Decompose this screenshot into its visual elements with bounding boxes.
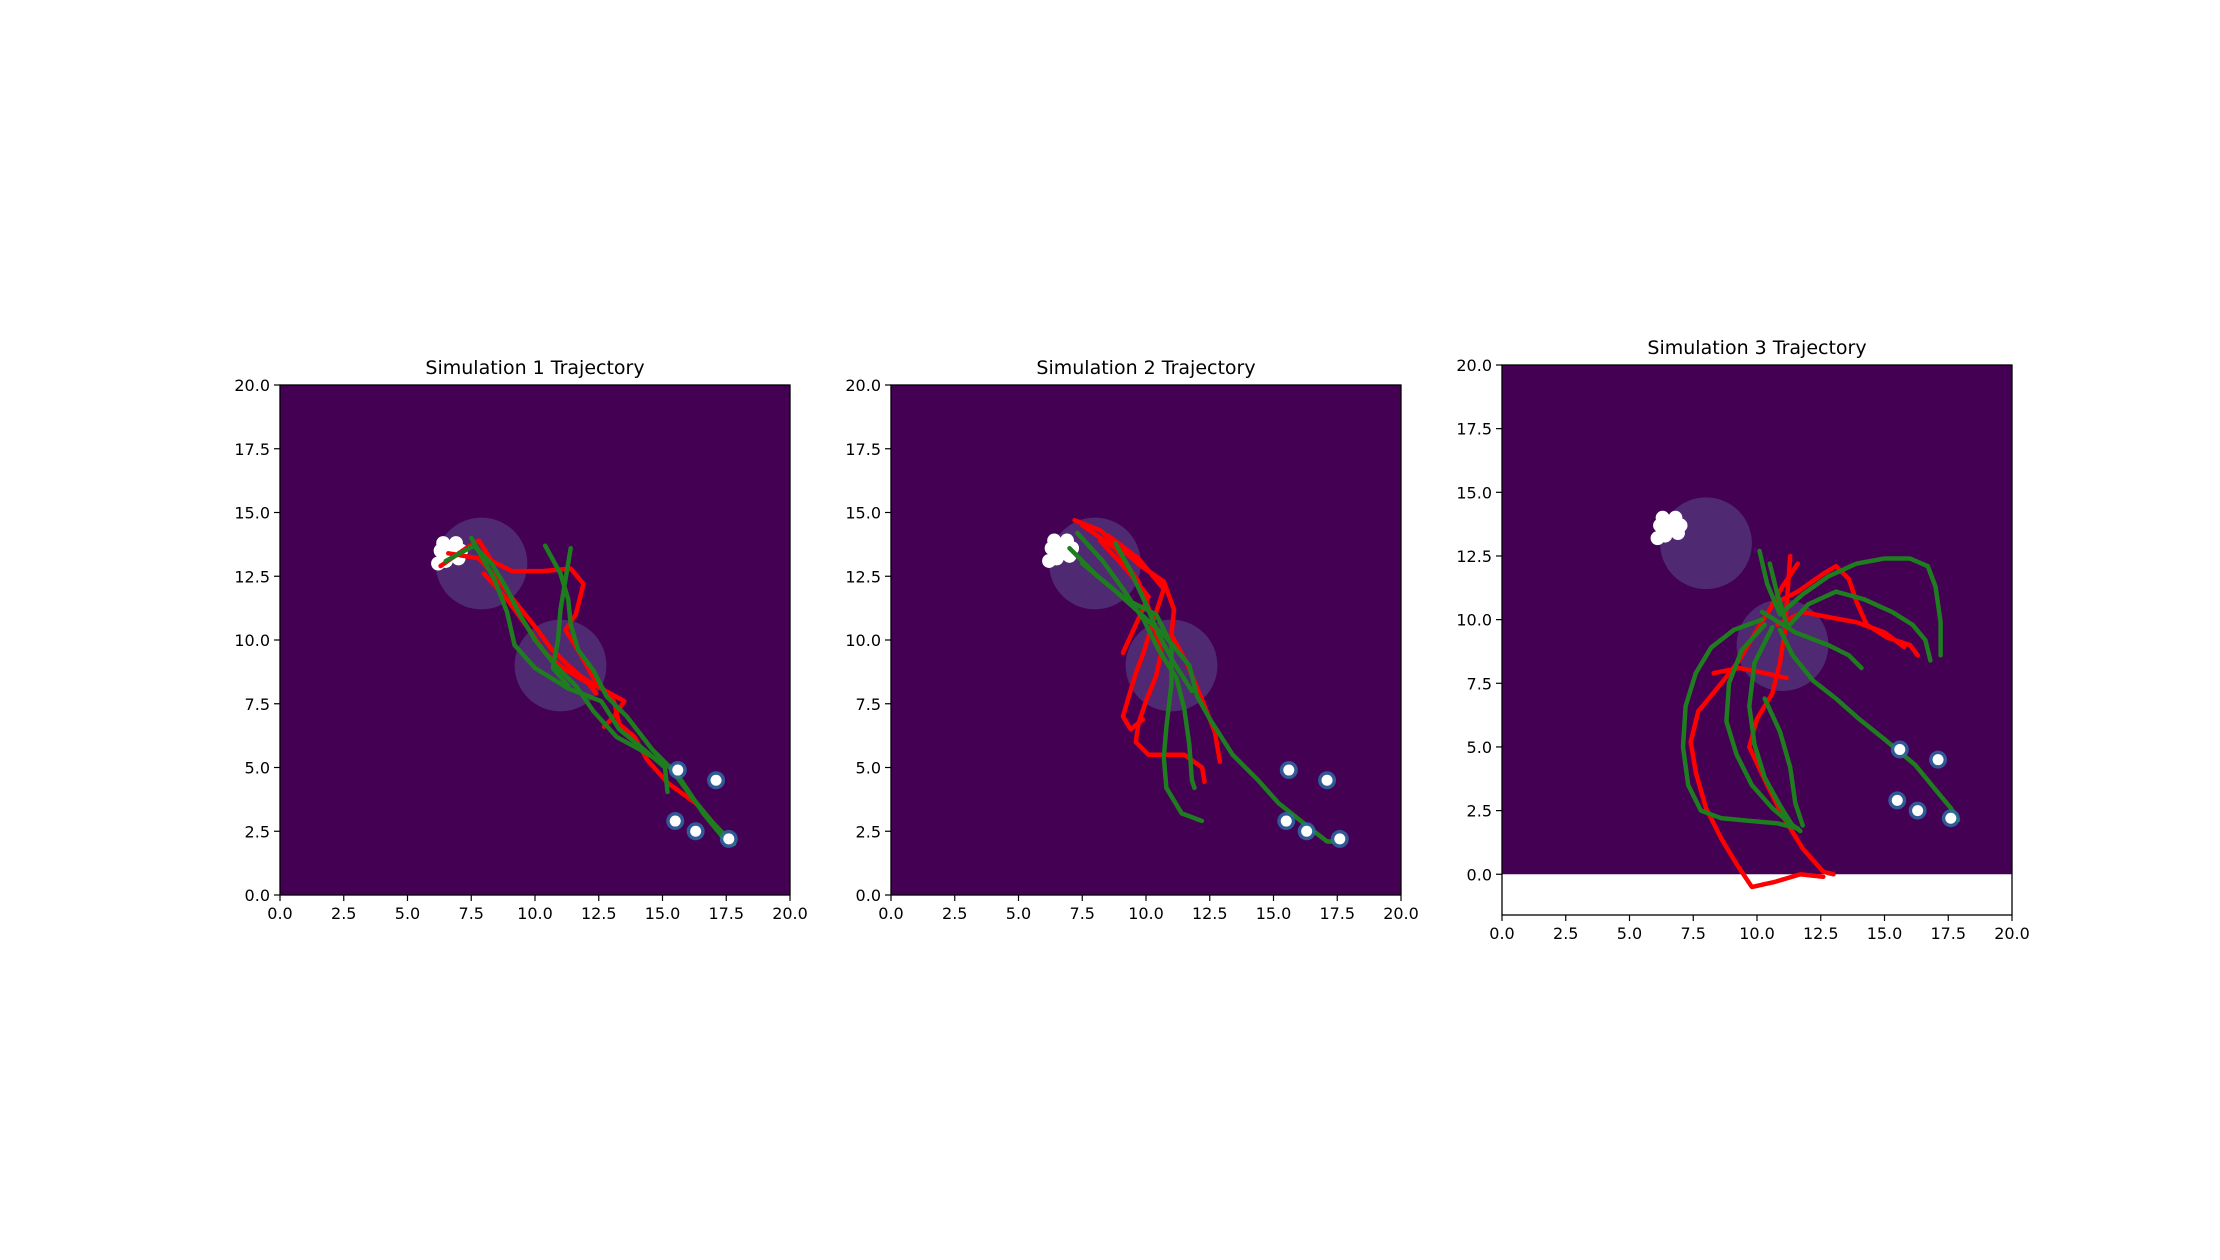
y-tick-label: 17.5 <box>1456 420 1492 439</box>
y-tick-label: 2.5 <box>856 822 881 841</box>
y-tick-label: 5.0 <box>245 759 270 778</box>
x-tick-label: 10.0 <box>517 904 553 923</box>
x-tick-label: 7.5 <box>459 904 484 923</box>
x-tick-label: 7.5 <box>1070 904 1095 923</box>
y-tick-label: 10.0 <box>845 631 881 650</box>
y-tick-label: 7.5 <box>856 695 881 714</box>
x-tick-label: 5.0 <box>1617 924 1642 943</box>
x-tick-label: 15.0 <box>645 904 681 923</box>
trajectory-green <box>1680 617 1801 831</box>
food-point <box>1932 754 1944 766</box>
trajectory-green <box>1759 609 1864 671</box>
trajectory-green <box>1762 696 1806 829</box>
trajectory-red <box>1097 538 1151 656</box>
food-point <box>1283 764 1295 776</box>
x-tick-label: 0.0 <box>1489 924 1514 943</box>
x-tick-label: 15.0 <box>1867 924 1903 943</box>
food-point <box>1301 825 1313 837</box>
y-tick-label: 20.0 <box>234 376 270 395</box>
y-tick-label: 17.5 <box>845 440 881 459</box>
x-tick-label: 2.5 <box>942 904 967 923</box>
y-tick-label: 15.0 <box>234 504 270 523</box>
y-tick-label: 0.0 <box>1467 865 1492 884</box>
food-cluster-point <box>1673 518 1688 533</box>
food-point <box>690 825 702 837</box>
food-cluster-point <box>1042 553 1057 568</box>
x-tick-label: 5.0 <box>1006 904 1031 923</box>
y-tick-label: 12.5 <box>234 567 270 586</box>
x-tick-label: 5.0 <box>395 904 420 923</box>
food-point <box>672 764 684 776</box>
food-cluster-point <box>1047 533 1062 548</box>
x-tick-label: 15.0 <box>1256 904 1292 923</box>
trajectory-green <box>1767 561 1933 663</box>
x-tick-label: 2.5 <box>331 904 356 923</box>
x-tick-label: 20.0 <box>772 904 808 923</box>
y-tick-label: 10.0 <box>1456 611 1492 630</box>
trajectory-green <box>1757 548 1943 658</box>
y-tick-label: 15.0 <box>1456 483 1492 502</box>
food-point <box>1912 805 1924 817</box>
food-point <box>669 815 681 827</box>
trajectory-green <box>1724 622 1803 834</box>
chart-title: Simulation 1 Trajectory <box>425 357 644 379</box>
x-tick-label: 20.0 <box>1383 904 1419 923</box>
trajectory-green <box>1113 540 1195 694</box>
y-tick-label: 12.5 <box>1456 547 1492 566</box>
food-cluster-point <box>1650 531 1665 546</box>
food-point <box>1945 812 1957 824</box>
chart-title: Simulation 3 Trajectory <box>1647 337 1866 359</box>
trajectory-green <box>1777 627 1961 824</box>
trajectory-red <box>1105 533 1167 732</box>
x-tick-label: 12.5 <box>1192 904 1228 923</box>
x-tick-label: 0.0 <box>878 904 903 923</box>
x-tick-label: 0.0 <box>267 904 292 923</box>
food-point <box>1334 833 1346 845</box>
y-tick-label: 0.0 <box>245 886 270 905</box>
subplot-simulation-1: 0.0 2.5 5.0 7.5 10.0 12.5 15.0 17.5 20.0 0.0 2.5 5.… <box>234 357 807 923</box>
x-tick-label: 10.0 <box>1128 904 1164 923</box>
x-tick-label: 17.5 <box>708 904 744 923</box>
food-point <box>1894 743 1906 755</box>
x-tick-label: 12.5 <box>581 904 617 923</box>
food-point <box>1891 794 1903 806</box>
trajectory-green <box>1074 530 1197 791</box>
y-tick-label: 20.0 <box>1456 356 1492 375</box>
x-tick-label: 2.5 <box>1553 924 1578 943</box>
subplot-simulation-2: 0.0 2.5 5.0 7.5 10.0 12.5 15.0 17.5 20.0 0.0 2.5 5.… <box>845 357 1418 923</box>
x-tick-label: 17.5 <box>1930 924 1966 943</box>
food-cluster-point <box>436 536 451 551</box>
trajectory-green <box>542 543 729 844</box>
x-tick-label: 17.5 <box>1319 904 1355 923</box>
food-point <box>710 774 722 786</box>
y-tick-label: 12.5 <box>845 567 881 586</box>
trajectory-green <box>469 535 670 796</box>
trajectory-green <box>1747 625 1795 829</box>
y-tick-label: 5.0 <box>1467 738 1492 757</box>
y-tick-label: 7.5 <box>245 695 270 714</box>
y-tick-label: 0.0 <box>856 886 881 905</box>
food-point <box>1280 815 1292 827</box>
y-tick-label: 5.0 <box>856 759 881 778</box>
y-tick-label: 2.5 <box>1467 802 1492 821</box>
y-tick-label: 15.0 <box>845 504 881 523</box>
food-point <box>723 833 735 845</box>
food-point <box>1321 774 1333 786</box>
y-tick-label: 17.5 <box>234 440 270 459</box>
x-tick-label: 10.0 <box>1739 924 1775 943</box>
chart-title: Simulation 2 Trajectory <box>1036 357 1255 379</box>
y-tick-label: 20.0 <box>845 376 881 395</box>
x-tick-label: 7.5 <box>1681 924 1706 943</box>
y-tick-label: 7.5 <box>1467 674 1492 693</box>
y-tick-label: 2.5 <box>245 822 270 841</box>
subplot-simulation-3: 0.0 2.5 5.0 7.5 10.0 12.5 15.0 17.5 20.0 0.0 2.5 5.… <box>1456 337 2029 943</box>
y-tick-label: 10.0 <box>234 631 270 650</box>
food-cluster-point <box>1655 510 1670 525</box>
x-tick-label: 12.5 <box>1803 924 1839 943</box>
x-tick-label: 20.0 <box>1994 924 2030 943</box>
trajectory-green <box>550 545 573 689</box>
